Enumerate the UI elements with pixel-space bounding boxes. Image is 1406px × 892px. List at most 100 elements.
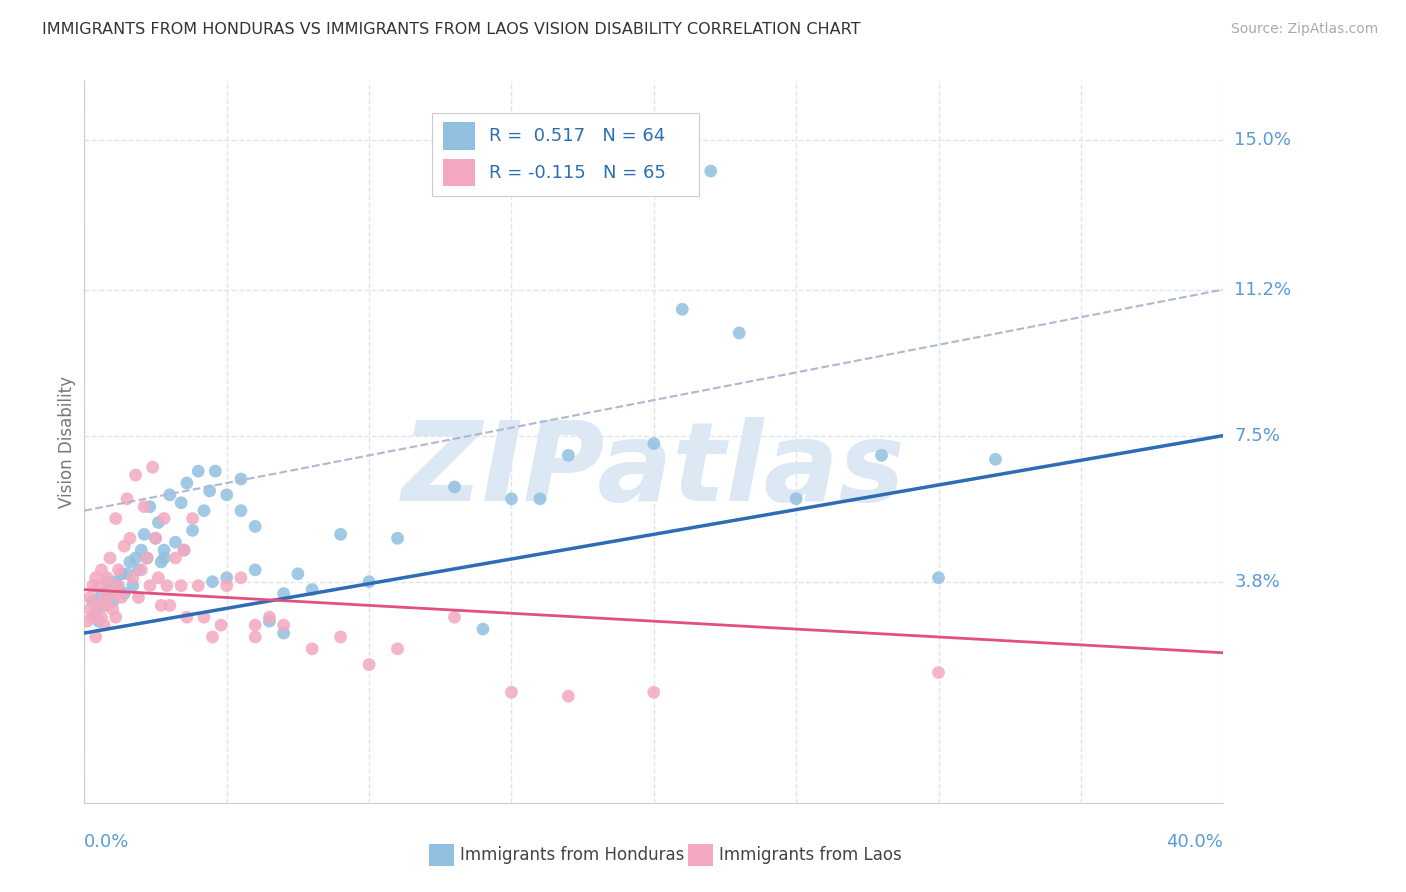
Text: Source: ZipAtlas.com: Source: ZipAtlas.com <box>1230 22 1378 37</box>
Point <box>104 610 127 624</box>
Point <box>98 582 121 597</box>
Point <box>259 614 281 628</box>
Point <box>90 586 112 600</box>
Point <box>287 566 309 581</box>
FancyBboxPatch shape <box>443 122 475 150</box>
Point <box>104 511 127 525</box>
Point <box>984 452 1007 467</box>
Point <box>76 614 98 628</box>
Point <box>181 511 204 525</box>
Point <box>148 571 170 585</box>
Point <box>107 582 129 597</box>
FancyBboxPatch shape <box>429 844 454 865</box>
Point <box>118 555 141 569</box>
Point <box>176 475 198 490</box>
Point <box>245 563 267 577</box>
Point <box>131 563 153 577</box>
Point <box>127 591 149 605</box>
Point <box>136 551 159 566</box>
Point <box>127 563 149 577</box>
Text: Immigrants from Honduras: Immigrants from Honduras <box>460 846 685 863</box>
Point <box>443 480 465 494</box>
Point <box>870 448 893 462</box>
Point <box>98 551 121 566</box>
Point <box>181 524 204 538</box>
Point <box>301 641 323 656</box>
Point <box>82 579 104 593</box>
Point <box>259 610 281 624</box>
Point <box>273 626 295 640</box>
Point <box>96 599 118 613</box>
FancyBboxPatch shape <box>443 159 475 186</box>
Point <box>329 630 352 644</box>
Point <box>165 551 187 566</box>
Point <box>557 689 579 703</box>
FancyBboxPatch shape <box>432 112 699 196</box>
Text: R = -0.115   N = 65: R = -0.115 N = 65 <box>489 164 665 182</box>
Point <box>93 618 115 632</box>
Point <box>145 531 167 545</box>
Point <box>115 491 138 506</box>
Text: IMMIGRANTS FROM HONDURAS VS IMMIGRANTS FROM LAOS VISION DISABILITY CORRELATION C: IMMIGRANTS FROM HONDURAS VS IMMIGRANTS F… <box>42 22 860 37</box>
Point <box>209 618 232 632</box>
Text: 3.8%: 3.8% <box>1234 573 1279 591</box>
Point <box>643 685 665 699</box>
Point <box>201 630 224 644</box>
Point <box>159 488 181 502</box>
Text: 7.5%: 7.5% <box>1234 426 1281 444</box>
Point <box>101 594 124 608</box>
Point <box>142 460 165 475</box>
Point <box>112 539 135 553</box>
Point <box>273 618 295 632</box>
Point <box>472 622 495 636</box>
Point <box>501 491 523 506</box>
Point <box>112 586 135 600</box>
Point <box>193 610 215 624</box>
Point <box>107 563 129 577</box>
Point <box>87 579 110 593</box>
Point <box>301 582 323 597</box>
Point <box>110 566 132 581</box>
Point <box>529 491 551 506</box>
Point <box>148 516 170 530</box>
Point <box>359 574 381 589</box>
Point <box>139 579 162 593</box>
Point <box>928 571 950 585</box>
Point <box>79 602 101 616</box>
Point <box>187 579 209 593</box>
Point <box>145 531 167 545</box>
Point <box>96 574 118 589</box>
Point <box>229 472 252 486</box>
Point <box>115 566 138 581</box>
Point <box>245 519 267 533</box>
Point <box>124 468 146 483</box>
Point <box>204 464 226 478</box>
Point <box>229 503 252 517</box>
Point <box>121 571 143 585</box>
Point <box>245 630 267 644</box>
Point <box>79 591 101 605</box>
Point <box>110 591 132 605</box>
Point <box>136 551 159 566</box>
Text: 11.2%: 11.2% <box>1234 281 1292 299</box>
Text: ZIPatlas: ZIPatlas <box>402 417 905 524</box>
Point <box>201 574 224 589</box>
Point <box>557 448 579 462</box>
Point <box>84 607 107 621</box>
Point <box>98 579 121 593</box>
Point <box>131 543 153 558</box>
Point <box>245 618 267 632</box>
Point <box>82 610 104 624</box>
Point <box>170 579 193 593</box>
Point <box>671 302 693 317</box>
Point <box>728 326 751 340</box>
Point <box>173 543 195 558</box>
Point <box>700 164 723 178</box>
Point <box>93 599 115 613</box>
Point <box>329 527 352 541</box>
Point <box>443 610 465 624</box>
Point <box>156 579 179 593</box>
Point <box>118 531 141 545</box>
Point <box>387 531 409 545</box>
Point <box>121 579 143 593</box>
